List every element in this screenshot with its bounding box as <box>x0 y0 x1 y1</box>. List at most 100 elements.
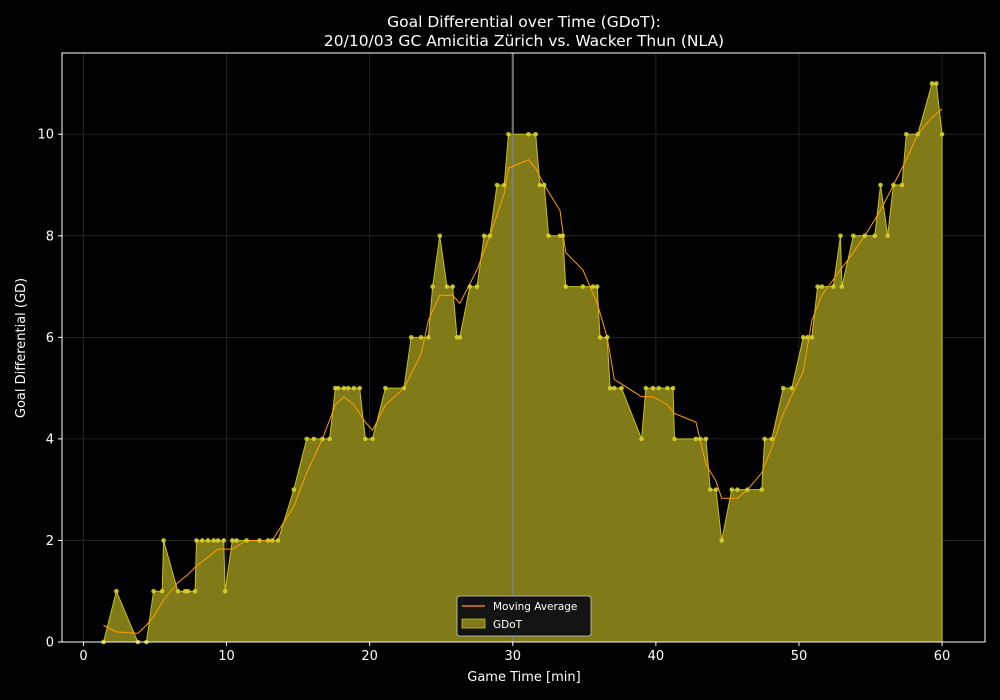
gdot-point <box>221 538 227 543</box>
gdot-point <box>351 385 357 391</box>
y-tick-label: 0 <box>46 636 54 651</box>
gdot-point <box>590 284 596 289</box>
gdot-point <box>604 335 610 340</box>
gdot-point <box>805 335 810 340</box>
gdot-point <box>639 436 644 442</box>
legend-moving-average-label: Moving Average <box>493 601 577 613</box>
gdot-point <box>151 588 156 594</box>
gdot-point <box>769 436 775 442</box>
gdot-point <box>430 284 435 289</box>
gdot-point <box>205 538 211 543</box>
gdot-point <box>357 385 362 391</box>
gdot-point <box>501 182 507 188</box>
gdot-point <box>789 385 795 391</box>
gdot-point <box>762 436 767 442</box>
gdot-point <box>444 284 450 289</box>
y-tick-label: 2 <box>46 534 54 549</box>
legend-box <box>456 595 592 637</box>
gdot-point <box>506 131 511 137</box>
gdot-point <box>185 588 191 594</box>
gdot-point <box>693 436 699 442</box>
gdot-point <box>580 284 586 289</box>
gdot-point <box>345 385 351 391</box>
gdot-point <box>370 436 375 442</box>
gdot-point <box>939 131 945 137</box>
gdot-point <box>872 233 878 239</box>
x-tick-label: 30 <box>504 649 521 664</box>
gdot-point <box>211 538 216 543</box>
gdot-point <box>533 131 538 137</box>
gdot-point <box>735 487 740 492</box>
gdot-point <box>229 538 235 543</box>
gdot-point <box>487 233 493 239</box>
gdot-point <box>745 487 750 492</box>
gdot-point <box>546 233 551 239</box>
gdot-point <box>934 81 939 86</box>
gdot-point <box>891 182 896 188</box>
tick-labels: 0 10 20 30 40 50 60 0 2 4 6 8 10 <box>37 128 950 664</box>
x-tick-label: 20 <box>361 649 378 664</box>
gdot-point <box>903 131 909 137</box>
gdot-point <box>234 538 239 543</box>
x-tick-label: 10 <box>218 649 235 664</box>
gdot-point <box>363 436 368 442</box>
gdot-point <box>697 436 703 442</box>
gdot-point <box>800 335 806 340</box>
gdot-point <box>612 385 617 391</box>
gdot-point <box>291 487 297 492</box>
y-axis-label: Goal Differential (GD) <box>14 278 29 418</box>
gdot-point <box>426 335 431 340</box>
gdot-point <box>670 385 676 391</box>
gdot-point <box>815 284 820 289</box>
x-axis-label: Game Time [min] <box>467 670 580 685</box>
axes <box>61 52 986 643</box>
gdot-point <box>619 385 624 391</box>
y-tick-label: 4 <box>46 432 54 447</box>
gdot-point <box>192 588 198 594</box>
gdot-point <box>563 284 569 289</box>
gdot-point <box>474 284 480 289</box>
gdot-point <box>114 588 119 594</box>
gdot-point <box>643 385 649 391</box>
gdot-point <box>199 538 205 543</box>
chart-title-line1: Goal Differential over Time (GDoT): <box>387 13 661 31</box>
gdot-point <box>729 487 735 492</box>
gdot-point <box>665 385 670 391</box>
plot-frame <box>61 52 986 643</box>
gdot-point <box>719 538 724 543</box>
gdot-point <box>304 436 310 442</box>
gdot-point <box>862 233 868 239</box>
gdot-point <box>215 538 221 543</box>
gdot-point <box>819 284 825 289</box>
gdot-point <box>270 538 275 543</box>
gdot-point <box>401 385 407 391</box>
gdot-point <box>929 81 935 86</box>
gdot-point <box>838 233 843 239</box>
gdot-point <box>541 182 547 188</box>
gdot-point <box>437 233 443 239</box>
legend-gdot-label: GDoT <box>493 619 523 631</box>
y-tick-label: 6 <box>46 331 54 346</box>
gdot-point <box>275 538 281 543</box>
gdot-point <box>335 385 341 391</box>
gdot-point <box>597 335 603 340</box>
gdot-point <box>467 284 473 289</box>
gdot-point <box>607 385 613 391</box>
gdot-point <box>809 335 815 340</box>
gdot-point <box>161 538 166 543</box>
gdot-point <box>194 538 199 543</box>
gdot-point <box>526 131 531 137</box>
gdot-point <box>457 335 463 340</box>
gdot-point <box>159 588 165 594</box>
gdot-point <box>707 487 713 492</box>
gdot-point <box>383 385 388 391</box>
gdot-point <box>311 436 317 442</box>
legend-gdot-swatch <box>461 618 486 629</box>
gdot-point <box>878 182 883 188</box>
gdot-point <box>839 284 845 289</box>
gdot-point <box>327 436 332 442</box>
x-tick-label: 50 <box>791 649 808 664</box>
gdot-point <box>537 182 543 188</box>
gdot-point <box>450 284 455 289</box>
